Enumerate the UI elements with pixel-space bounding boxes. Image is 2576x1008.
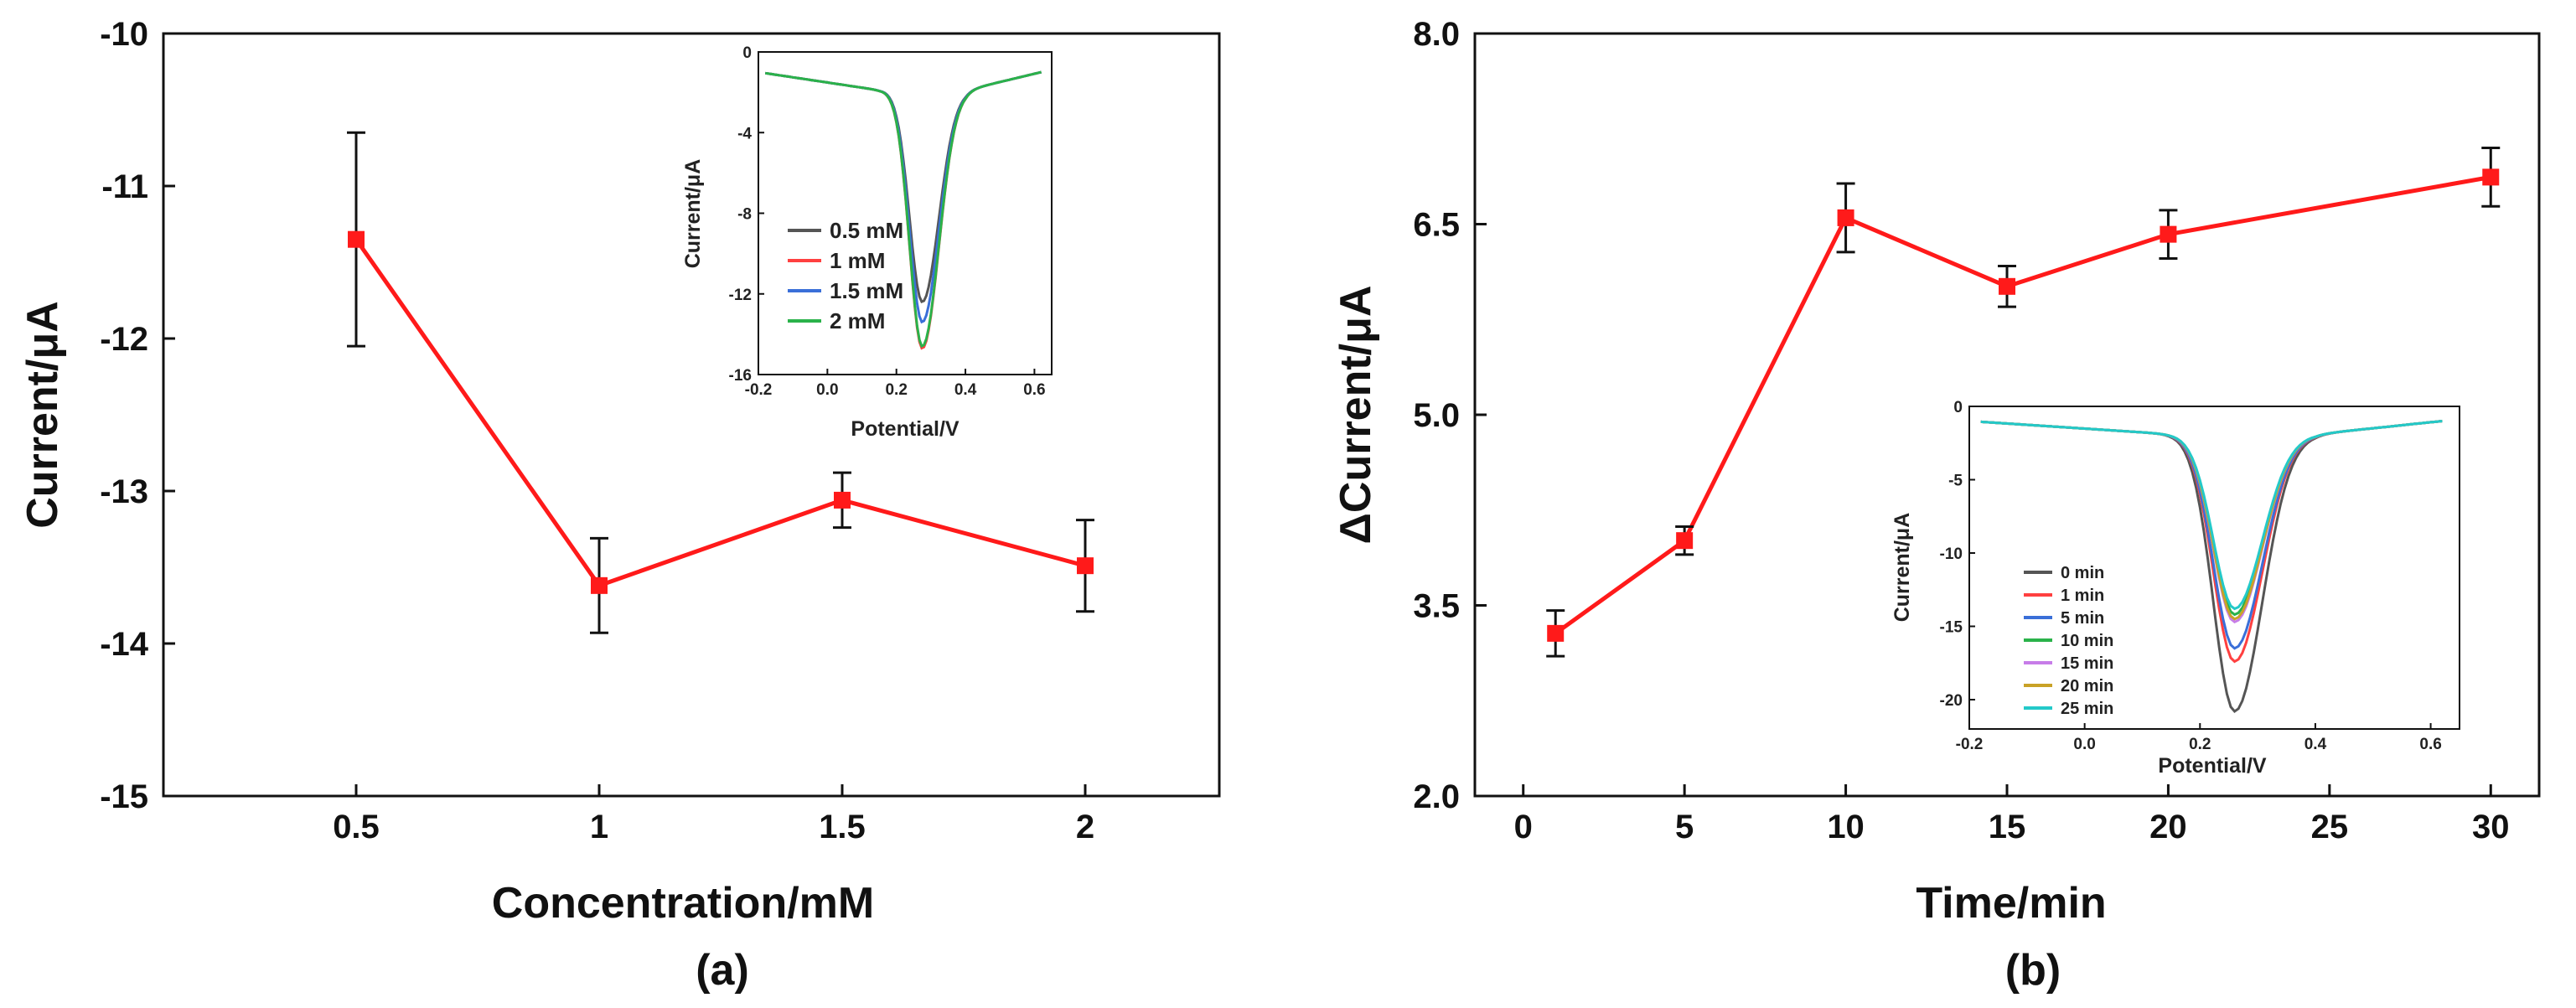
inset-y-tick-label: -16: [729, 367, 752, 385]
legend-label: 20 min: [2061, 677, 2113, 695]
x-tick-label: 20: [2149, 809, 2187, 845]
y-tick-label: 5.0: [1413, 397, 1460, 434]
legend-label: 15 min: [2061, 654, 2113, 673]
inset-x-tick-label: 0.0: [2073, 736, 2095, 753]
y-tick-label: -11: [101, 168, 148, 205]
x-tick-label: 5: [1675, 809, 1694, 845]
y-tick-label: -12: [100, 321, 148, 358]
series-line: [354, 238, 1086, 588]
inset-y-tick-label: -8: [737, 206, 752, 224]
inset-x-tick-label: -0.2: [1956, 736, 1984, 753]
x-tick-label: 15: [1989, 809, 2026, 845]
panel-a-ylabel: Current/μA: [18, 301, 67, 529]
panel-b-label: (b): [2005, 946, 2061, 995]
panel-b-ylabel: ΔCurrent/μA: [1332, 286, 1380, 545]
inset-x-tick-label: 0.6: [2419, 736, 2441, 753]
legend-label: 1.5 mM: [830, 278, 903, 303]
data-point: [2160, 225, 2177, 243]
inset-x-tick-label: 0.0: [816, 381, 838, 399]
inset-x-tick-label: 0.4: [2304, 736, 2327, 753]
series-line: [1554, 174, 2491, 635]
inset-x-tick-label: 0.2: [2189, 736, 2211, 753]
inset-y-tick-label: 0: [1953, 399, 1963, 416]
data-point: [1676, 532, 1694, 550]
legend-label: 0.5 mM: [830, 218, 903, 243]
inset-series-line: [764, 70, 1042, 349]
y-tick-label: -10: [100, 16, 148, 53]
panel-b-inset-ylabel: Current/μA: [1891, 513, 1914, 623]
legend-label: 0 min: [2061, 564, 2104, 582]
data-point: [834, 491, 851, 509]
y-tick-label: 3.5: [1413, 588, 1460, 625]
y-tick-label: 8.0: [1413, 16, 1460, 53]
inset-x-tick-label: 0.4: [954, 381, 977, 399]
data-point: [591, 576, 608, 594]
y-tick-label: 2.0: [1413, 778, 1460, 815]
y-tick-label: -14: [100, 626, 149, 663]
data-point: [2482, 168, 2500, 186]
x-tick-label: 30: [2472, 809, 2510, 845]
inset-y-tick-label: -5: [1948, 473, 1963, 490]
inset-x-tick-label: -0.2: [745, 381, 773, 399]
legend-label: 10 min: [2061, 632, 2113, 650]
x-tick-label: 25: [2311, 809, 2349, 845]
inset-y-tick-label: -20: [1940, 692, 1963, 710]
x-tick-label: 1.5: [819, 809, 866, 845]
legend-label: 1 min: [2061, 587, 2104, 605]
legend-label: 25 min: [2061, 700, 2113, 718]
inset-y-tick-label: -10: [1940, 545, 1963, 563]
inset-y-tick-label: -12: [729, 287, 752, 304]
data-point: [1547, 624, 1565, 642]
legend-label: 2 mM: [830, 308, 885, 333]
data-point: [1077, 557, 1094, 575]
legend-label: 1 mM: [830, 248, 885, 273]
y-tick-label: -15: [100, 778, 148, 815]
panel-a-inset-frame: [758, 51, 1053, 375]
panel-a-xlabel: Concentration/mM: [492, 879, 874, 928]
panel-b-xlabel: Time/min: [1916, 879, 2106, 928]
inset-series-line: [1980, 420, 2443, 611]
inset-y-tick-label: 0: [742, 44, 752, 62]
inset-x-tick-label: 0.6: [1023, 381, 1045, 399]
data-point: [1999, 277, 2015, 295]
panel-a-inset-ylabel: Current/μA: [681, 159, 705, 269]
inset-y-tick-label: -15: [1940, 619, 1963, 637]
panel-a-frame: [162, 32, 1221, 798]
panel-a-label: (a): [696, 946, 749, 995]
x-tick-label: 10: [1827, 809, 1865, 845]
y-tick-label: 6.5: [1413, 207, 1460, 244]
panel-a-inset-xlabel: Potential/V: [851, 417, 960, 441]
y-tick-label: -13: [100, 473, 148, 510]
x-tick-label: 2: [1076, 809, 1094, 845]
x-tick-label: 0: [1514, 809, 1533, 845]
x-tick-label: 0.5: [333, 809, 380, 845]
data-point: [1837, 209, 1854, 226]
inset-x-tick-label: 0.2: [885, 381, 907, 399]
panel-b-inset-xlabel: Potential/V: [2158, 754, 2267, 778]
x-tick-label: 1: [590, 809, 608, 845]
inset-y-tick-label: -4: [737, 125, 752, 142]
legend-label: 5 min: [2061, 609, 2104, 628]
data-point: [348, 230, 365, 248]
